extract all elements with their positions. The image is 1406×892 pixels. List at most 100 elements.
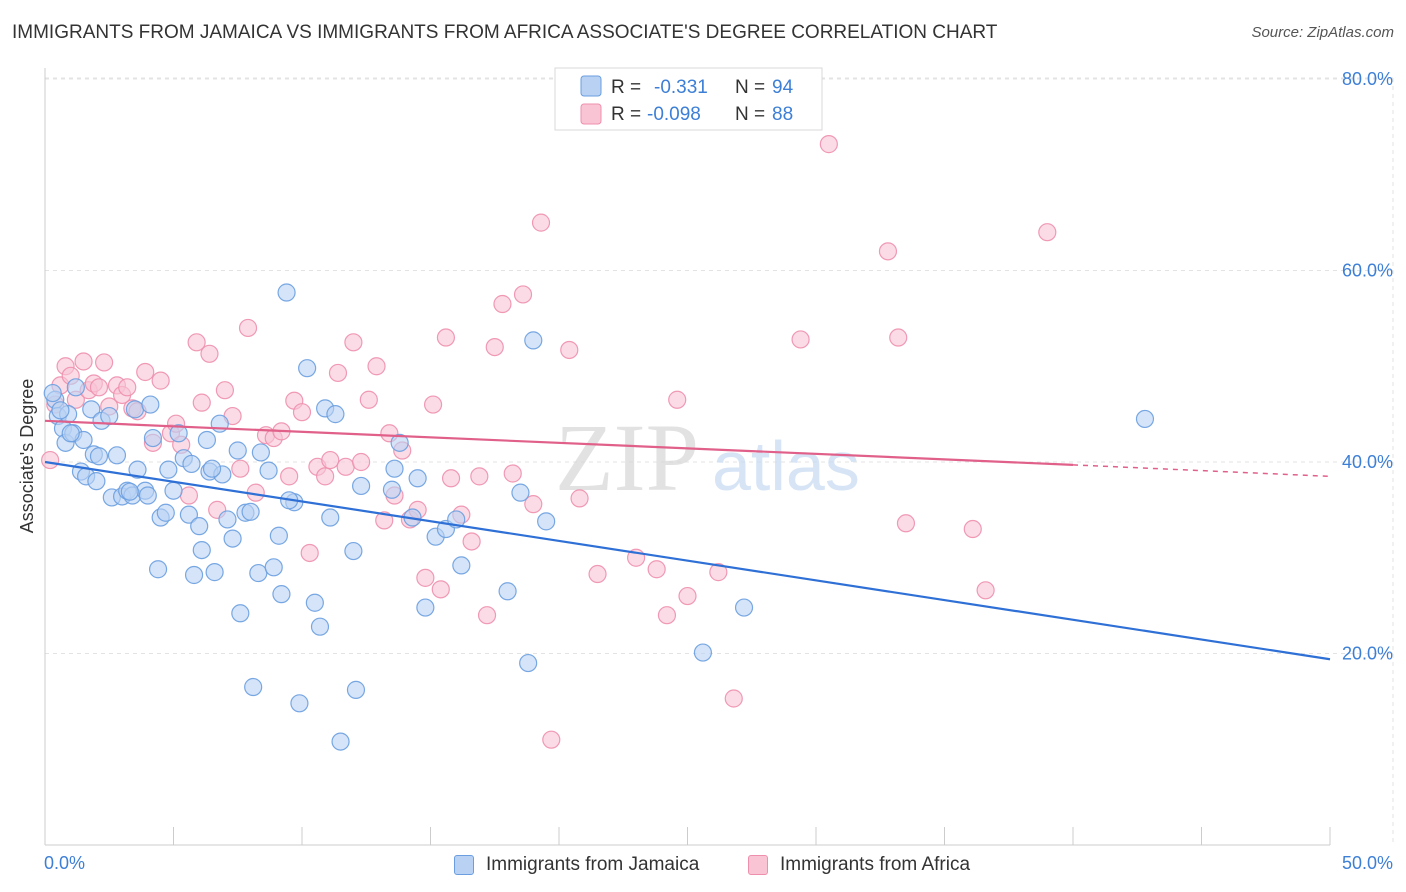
series-jamaica-points	[43, 283, 1155, 751]
jamaica-point	[128, 460, 147, 479]
jamaica-point	[734, 598, 754, 617]
africa-point	[976, 581, 995, 600]
jamaica-point	[169, 424, 188, 443]
jamaica-point	[228, 441, 247, 460]
jamaica-point	[231, 604, 250, 623]
jamaica-point	[408, 469, 427, 488]
legend-label-africa: Immigrants from Africa	[780, 854, 971, 875]
africa-point	[560, 340, 579, 360]
legend-n-value-africa: 88	[772, 104, 793, 125]
jamaica-point	[82, 400, 101, 419]
africa-point	[878, 242, 898, 261]
jamaica-point	[298, 359, 317, 378]
africa-point	[531, 213, 551, 232]
africa-point	[503, 464, 522, 483]
africa-point	[74, 352, 93, 371]
series-legend: Immigrants from Jamaica Immigrants from …	[0, 852, 1406, 878]
jamaica-point	[89, 447, 109, 466]
y-tick-label: 40.0%	[1342, 452, 1393, 472]
africa-point	[238, 318, 258, 338]
africa-point	[588, 564, 607, 584]
africa-point	[709, 563, 728, 582]
jamaica-point	[143, 428, 163, 448]
jamaica-point	[416, 598, 435, 617]
africa-point	[462, 532, 481, 551]
legend-swatch-africa	[580, 103, 602, 125]
jamaica-point	[141, 395, 160, 414]
africa-point	[819, 135, 838, 154]
legend-swatch-africa-bottom	[748, 855, 768, 875]
y-axis-label: Associate's Degree	[17, 379, 37, 534]
africa-point	[1038, 223, 1057, 242]
africa-point	[41, 450, 60, 470]
legend-label-jamaica: Immigrants from Jamaica	[486, 854, 700, 875]
jamaica-point	[148, 560, 168, 579]
africa-point	[542, 730, 561, 749]
africa-point	[423, 395, 443, 414]
africa-point	[192, 393, 211, 412]
jamaica-point	[498, 582, 517, 601]
jamaica-point	[251, 443, 270, 462]
africa-point	[513, 285, 533, 304]
jamaica-point	[51, 401, 70, 420]
africa-point	[344, 333, 363, 352]
jamaica-point	[346, 680, 366, 699]
africa-point	[352, 452, 371, 472]
africa-point	[300, 543, 319, 563]
jamaica-point	[182, 454, 201, 474]
jamaica-point	[184, 565, 204, 585]
jamaica-point	[452, 556, 471, 575]
africa-point	[470, 467, 489, 486]
africa-point	[292, 403, 312, 422]
jamaica-point	[205, 563, 224, 582]
legend-n-value-jamaica: 94	[772, 77, 794, 98]
africa-point	[336, 457, 355, 476]
jamaica-point	[277, 283, 296, 302]
jamaica-point	[192, 540, 211, 560]
africa-point	[963, 519, 982, 539]
y-tick-labels: 20.0% 40.0% 60.0% 80.0%	[1342, 69, 1393, 664]
series-africa-points	[41, 89, 1057, 749]
legend-item-africa[interactable]: Immigrants from Africa	[748, 852, 970, 878]
legend-item-jamaica[interactable]: Immigrants from Jamaica	[454, 852, 699, 878]
jamaica-point	[390, 433, 409, 452]
jamaica-point	[218, 510, 237, 529]
africa-point	[89, 378, 109, 397]
source-label: Source: ZipAtlas.com	[1251, 24, 1394, 41]
africa-point	[375, 511, 394, 530]
africa-point	[441, 469, 461, 488]
africa-point	[889, 328, 908, 347]
jamaica-point	[331, 732, 350, 751]
jamaica-point	[164, 481, 183, 500]
africa-point	[280, 467, 299, 486]
africa-point	[136, 362, 155, 382]
jamaica-point	[223, 529, 242, 548]
jamaica-point	[87, 472, 106, 491]
africa-point	[316, 467, 335, 486]
africa-point	[896, 514, 916, 533]
jamaica-point	[125, 400, 145, 419]
legend-r-label-africa: R =	[611, 104, 641, 125]
jamaica-point	[138, 486, 157, 505]
jamaica-point	[244, 677, 263, 697]
y-tick-label: 80.0%	[1342, 69, 1393, 89]
africa-point	[200, 344, 219, 363]
africa-point	[724, 689, 743, 708]
africa-point	[118, 378, 137, 397]
africa-point	[436, 328, 456, 347]
africa-point	[485, 338, 504, 357]
africa-point	[416, 568, 435, 587]
africa-point	[493, 294, 512, 314]
chart-title: IMMIGRANTS FROM JAMAICA VS IMMIGRANTS FR…	[12, 22, 998, 43]
correlation-legend: R = -0.331 N = 94 R = -0.098 N = 88	[554, 67, 823, 131]
africa-point	[95, 353, 114, 372]
jamaica-point	[305, 593, 324, 612]
jamaica-point	[537, 512, 556, 531]
jamaica-point	[202, 459, 222, 478]
legend-swatch-jamaica-bottom	[454, 855, 474, 875]
jamaica-point	[249, 563, 268, 583]
legend-r-value-africa: -0.098	[647, 104, 701, 125]
trend-line-jamaica	[44, 460, 1331, 661]
africa-point	[647, 560, 666, 579]
